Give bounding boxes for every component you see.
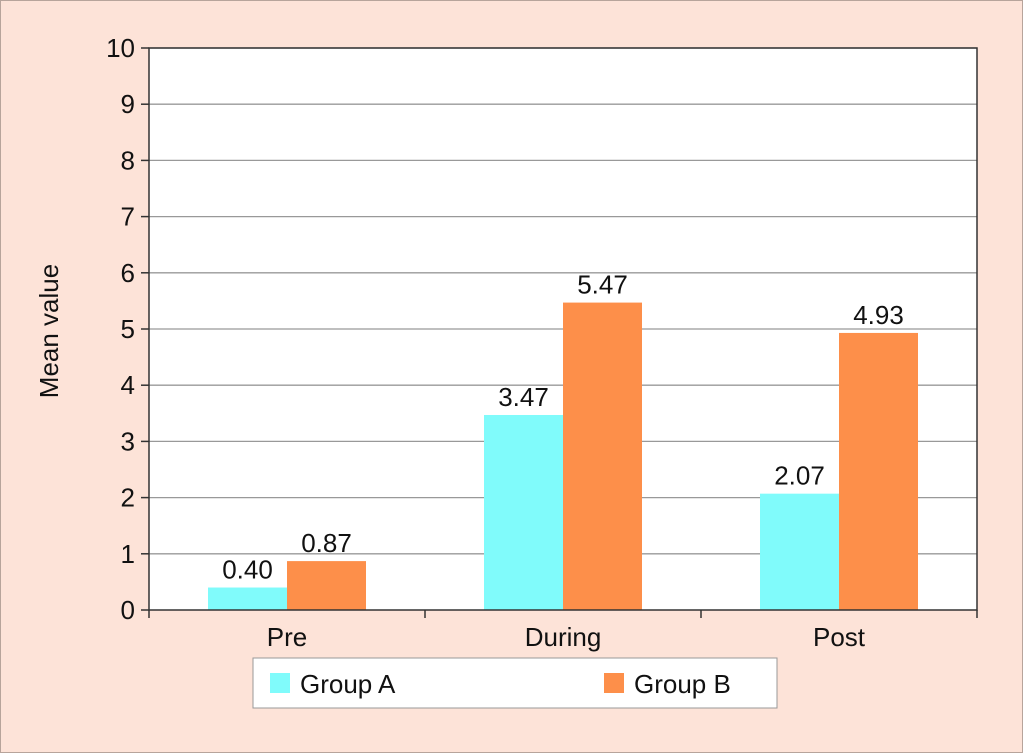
y-tick-label: 4 [121, 370, 135, 400]
x-category-label: During [525, 622, 602, 652]
legend-label: Group B [634, 669, 731, 699]
y-tick-label: 6 [121, 258, 135, 288]
axes [141, 47, 978, 618]
y-tick-label: 1 [121, 539, 135, 569]
data-labels: 0.40 0.87 3.47 5.47 2.07 4.93 [222, 270, 904, 585]
legend-swatch [270, 673, 290, 693]
bar [563, 302, 642, 610]
legend-box [252, 657, 778, 709]
data-label: 5.47 [577, 270, 628, 300]
x-category-label: Pre [267, 622, 307, 652]
data-label: 0.40 [222, 555, 273, 585]
bar [484, 414, 563, 610]
data-label: 0.87 [301, 528, 352, 558]
plot-border [148, 47, 978, 611]
data-label: 4.93 [853, 300, 904, 330]
y-tick-label: 9 [121, 89, 135, 119]
bars [208, 302, 918, 610]
data-label: 3.47 [498, 382, 549, 412]
x-category-labels: Pre During Post [267, 622, 866, 652]
bar [839, 332, 918, 610]
y-axis-label: Mean value [34, 264, 64, 398]
y-tick-label: 0 [121, 595, 135, 625]
data-label: 2.07 [774, 461, 825, 491]
legend-swatch [604, 673, 624, 693]
bar [208, 587, 287, 610]
legend: Group A Group B [252, 657, 778, 709]
y-tick-label: 7 [121, 202, 135, 232]
bar [287, 561, 366, 610]
y-tick-label: 5 [121, 314, 135, 344]
legend-label: Group A [300, 669, 396, 699]
y-tick-label: 8 [121, 145, 135, 175]
y-tick-labels: 0 1 2 3 4 5 6 7 8 9 10 [106, 33, 135, 625]
y-tick-label: 10 [106, 33, 135, 63]
y-tick-label: 3 [121, 426, 135, 456]
bar [760, 493, 839, 610]
y-tick-label: 2 [121, 483, 135, 513]
x-category-label: Post [813, 622, 866, 652]
